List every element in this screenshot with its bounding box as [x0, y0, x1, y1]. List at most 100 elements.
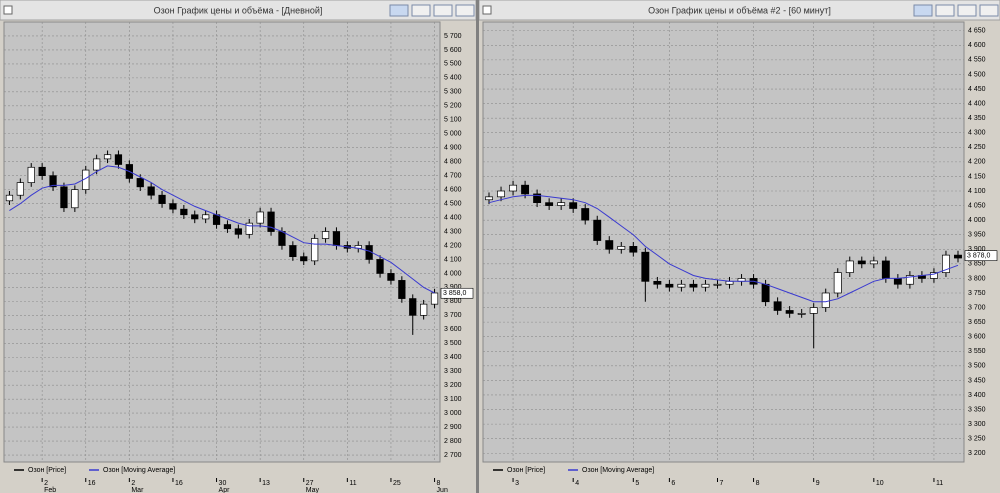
legend-bar	[4, 463, 440, 477]
candle-body	[202, 214, 210, 220]
candle-body	[147, 186, 155, 196]
candle-body	[387, 273, 395, 281]
candle-body	[881, 260, 890, 279]
y-tick-label: 4 300	[968, 130, 986, 137]
candle-body	[701, 283, 710, 288]
y-tick-label: 3 800	[444, 298, 462, 305]
x-tick-label: 16	[175, 480, 183, 487]
maximize-button[interactable]	[433, 4, 453, 17]
y-tick-label: 4 200	[444, 242, 462, 249]
candle-body	[223, 224, 232, 230]
y-tick-label: 4 100	[968, 188, 986, 195]
candle-body	[773, 301, 782, 311]
y-tick-label: 3 600	[444, 326, 462, 333]
y-tick-label: 4 200	[968, 159, 986, 166]
close-button[interactable]	[979, 4, 999, 17]
month-label: Feb	[44, 487, 56, 493]
candle-body	[212, 214, 221, 225]
y-tick-label: 3 350	[968, 406, 986, 413]
y-tick-label: 4 150	[968, 173, 986, 180]
y-tick-label: 3 850	[968, 261, 986, 268]
candle-body	[71, 189, 79, 209]
candle-body	[93, 158, 101, 171]
y-tick-label: 5 100	[444, 117, 462, 124]
last-price-box	[440, 287, 474, 299]
y-tick-label: 3 000	[444, 410, 462, 417]
minimize-button[interactable]	[411, 4, 431, 17]
x-tick-label: 27	[306, 480, 314, 487]
y-tick-label: 3 750	[968, 290, 986, 297]
x-tick-label: 11	[936, 480, 943, 487]
y-tick-label: 3 550	[968, 348, 986, 355]
candle-body	[409, 298, 417, 316]
x-tick-label: 30	[219, 480, 227, 487]
candle-body	[158, 194, 166, 204]
y-tick-label: 5 500	[444, 61, 462, 68]
candle-body	[300, 256, 308, 262]
y-tick-label: 5 400	[444, 75, 462, 82]
y-tick-label: 4 800	[444, 159, 462, 166]
candle-body	[180, 208, 188, 216]
legend-bar	[483, 463, 964, 477]
candle-body	[761, 283, 770, 303]
candle-body	[497, 190, 505, 198]
title-bar	[479, 0, 1000, 21]
legend-label: Озон [Price]	[28, 467, 66, 474]
candle-body	[593, 219, 602, 241]
chart-window: Озон График цены и объёма #2 - [60 минут…	[479, 0, 1000, 493]
close-button[interactable]	[455, 4, 475, 17]
candle-body	[677, 283, 686, 288]
x-tick-label: 10	[876, 480, 884, 487]
moving-average-line	[9, 165, 435, 294]
candle-body	[103, 154, 112, 160]
window-title: Озон График цены и объёма - [Дневной]	[154, 5, 323, 15]
y-tick-label: 3 300	[968, 421, 986, 428]
pin-button[interactable]	[913, 4, 933, 17]
candle-body	[689, 283, 698, 288]
candle-body	[653, 280, 662, 285]
candle-body	[398, 280, 406, 299]
candle-body	[617, 246, 626, 250]
x-tick-label: 7	[719, 480, 723, 487]
y-tick-label: 4 900	[444, 145, 462, 152]
candle-body	[954, 254, 962, 259]
y-tick-label: 5 000	[444, 131, 462, 138]
minimize-button[interactable]	[935, 4, 955, 17]
candle-body	[833, 272, 842, 294]
candle-body	[942, 254, 950, 273]
y-tick-label: 3 400	[444, 354, 462, 361]
candle-body	[809, 307, 818, 314]
y-tick-label: 3 900	[444, 284, 462, 291]
x-tick-label: 9	[816, 480, 820, 487]
candle-body	[430, 292, 439, 305]
y-tick-label: 4 500	[968, 71, 986, 78]
candle-body	[509, 184, 518, 192]
window-icon	[482, 5, 492, 15]
y-tick-label: 3 600	[968, 334, 986, 341]
y-tick-label: 3 300	[444, 368, 462, 375]
candle-body	[485, 196, 493, 201]
y-tick-label: 3 500	[968, 363, 986, 370]
x-tick-label: 2	[44, 480, 48, 487]
candle-body	[557, 202, 566, 206]
pin-button[interactable]	[389, 4, 409, 17]
y-tick-label: 4 650	[968, 28, 986, 35]
maximize-button[interactable]	[957, 4, 977, 17]
y-tick-label: 4 350	[968, 115, 986, 122]
y-tick-label: 3 650	[968, 319, 986, 326]
candle-body	[581, 208, 590, 221]
candle-body	[5, 194, 14, 202]
y-tick-label: 3 450	[968, 377, 986, 384]
candle-body	[533, 193, 542, 204]
y-tick-label: 2 800	[444, 438, 462, 445]
chart-window: Озон График цены и объёма - [Дневной] 2 7…	[0, 0, 476, 493]
y-tick-label: 5 300	[444, 89, 462, 96]
candle-body	[169, 203, 177, 210]
candle-body	[929, 272, 938, 279]
x-tick-label: 8	[756, 480, 760, 487]
candle-body	[278, 231, 286, 246]
y-tick-label: 4 600	[444, 186, 462, 193]
y-tick-label: 3 500	[444, 340, 462, 347]
candle-body	[38, 166, 46, 177]
